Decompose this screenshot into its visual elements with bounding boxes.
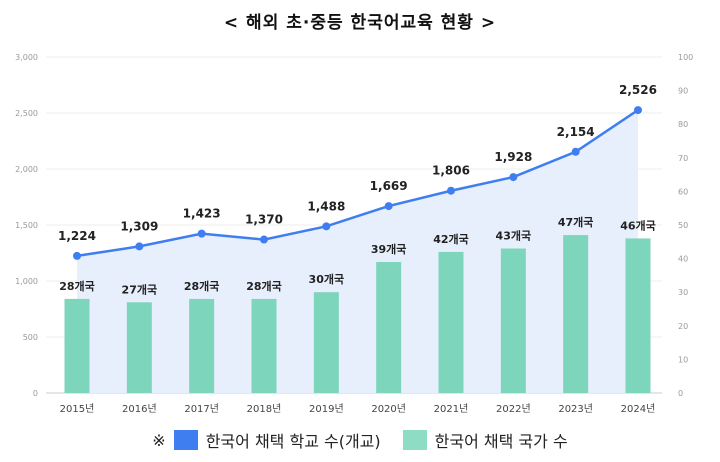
right-tick-label: 70 (678, 154, 688, 163)
left-tick-label: 2,000 (15, 165, 38, 174)
right-tick-label: 100 (678, 53, 693, 62)
line-label: 2,154 (557, 125, 595, 139)
left-tick-label: 1,500 (15, 221, 38, 230)
right-tick-label: 50 (678, 221, 688, 230)
bar-label: 39개국 (371, 242, 407, 256)
chart-title: < 해외 초·중등 한국어교육 현황 > (223, 13, 497, 33)
line-label: 1,669 (370, 179, 408, 193)
legend-swatch-countries (402, 430, 427, 450)
line-label: 1,423 (183, 207, 221, 221)
x-tick-label: 2018년 (247, 403, 282, 415)
right-tick-label: 90 (678, 87, 688, 96)
line-label: 1,224 (58, 229, 96, 243)
x-tick-label: 2021년 (434, 403, 469, 415)
line-label: 1,806 (432, 164, 470, 178)
bar-2016년 (126, 302, 152, 393)
bar-2021년 (438, 251, 464, 393)
line-point-2023년 (571, 147, 580, 156)
x-tick-label: 2022년 (496, 403, 531, 415)
bar-2023년 (563, 235, 589, 393)
line-label: 2,526 (619, 83, 657, 97)
x-tick-label: 2024년 (621, 403, 656, 415)
bar-label: 46개국 (620, 218, 656, 232)
x-tick-label: 2019년 (309, 403, 344, 415)
x-tick-label: 2016년 (122, 403, 157, 415)
x-tick-label: 2020년 (371, 403, 406, 415)
line-label: 1,928 (494, 150, 532, 164)
left-tick-label: 0 (33, 389, 38, 398)
bar-2017년 (189, 298, 215, 393)
line-point-2024년 (634, 106, 642, 115)
bar-label: 28개국 (184, 279, 220, 293)
left-tick-label: 500 (23, 333, 38, 342)
bar-2020년 (376, 261, 402, 393)
x-tick-label: 2015년 (60, 403, 95, 415)
right-tick-label: 10 (678, 355, 688, 364)
bar-label: 27개국 (122, 282, 158, 296)
line-point-2018년 (260, 235, 268, 244)
bar-2024년 (625, 238, 651, 393)
school-line (76, 109, 639, 258)
line-point-2019년 (322, 222, 331, 231)
left-tick-label: 2,500 (15, 109, 38, 118)
right-tick-label: 60 (678, 187, 688, 196)
right-tick-label: 80 (678, 120, 688, 129)
line-point-2017년 (197, 229, 206, 238)
chart: 0 500 1,000 1,500 2,000 2,500 3,000 0 10 20 30 40 50… (15, 53, 693, 415)
x-tick-label: 2023년 (558, 403, 593, 415)
bar-label: 47개국 (558, 215, 594, 229)
bar-label: 28개국 (59, 279, 95, 293)
line-point-2022년 (509, 173, 518, 182)
bar-label: 28개국 (246, 279, 282, 293)
left-tick-label: 3,000 (15, 53, 38, 62)
bar-2022년 (500, 248, 526, 393)
line-label: 1,488 (307, 199, 345, 213)
legend-note-mark: ※ (152, 430, 166, 450)
bar-label: 30개국 (309, 272, 345, 286)
right-tick-label: 0 (678, 389, 683, 398)
legend-swatch-schools (173, 430, 198, 450)
right-tick-label: 20 (678, 322, 688, 331)
line-point-2016년 (135, 242, 144, 251)
legend-label-countries: 한국어 채택 국가 수 (434, 432, 568, 451)
bar-label: 42개국 (433, 232, 469, 246)
bar-2015년 (64, 298, 90, 393)
line-point-2020년 (384, 202, 393, 211)
x-tick-label: 2017년 (184, 403, 219, 415)
left-tick-label: 1,000 (15, 277, 38, 286)
line-point-2021년 (447, 186, 455, 195)
legend-label-schools: 한국어 채택 학교 수(개교) (205, 432, 381, 451)
line-label: 1,309 (120, 219, 158, 233)
line-area-fill (77, 110, 638, 393)
bar-label: 43개국 (496, 229, 532, 243)
bar-2018년 (251, 298, 277, 393)
line-label: 1,370 (245, 213, 283, 227)
bar-2019년 (313, 292, 339, 393)
right-tick-label: 30 (678, 288, 688, 297)
legend: ※ 한국어 채택 학교 수(개교) 한국어 채택 국가 수 (0, 428, 720, 452)
line-point-2015년 (73, 251, 81, 260)
right-tick-label: 40 (678, 255, 688, 264)
